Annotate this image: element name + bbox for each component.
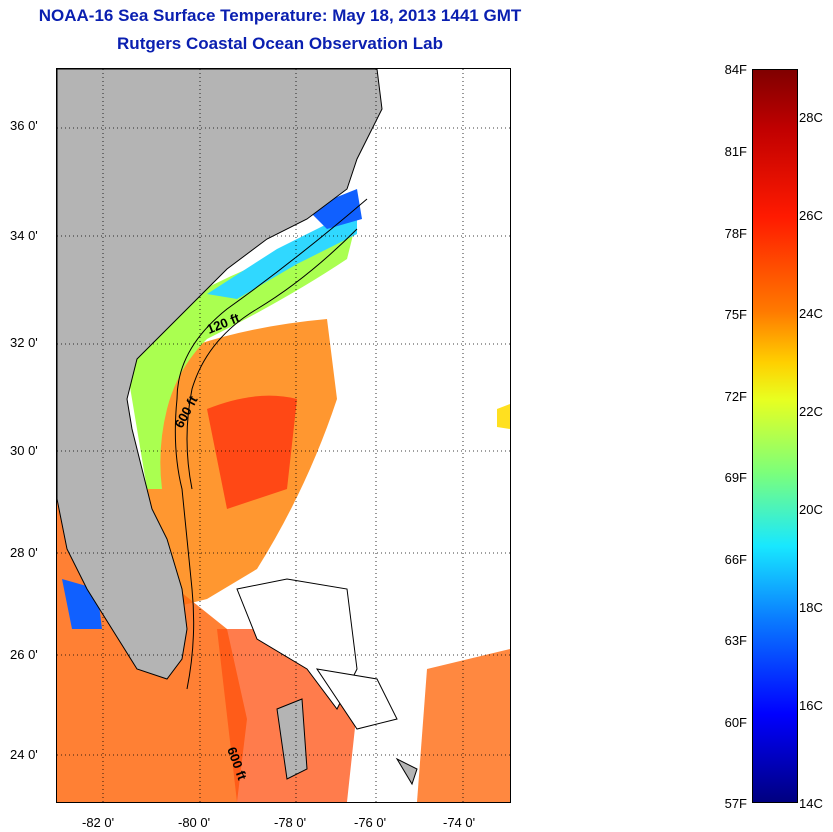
- colorbar-c-label: 14C: [799, 796, 823, 811]
- colorbar-c-label: 16C: [799, 698, 823, 713]
- y-tick-label: 36 0': [10, 118, 38, 133]
- land-mass: [57, 69, 383, 680]
- colorbar-f-label: 81F: [724, 144, 747, 159]
- y-tick-label: 24 0': [10, 747, 38, 762]
- x-tick-label: -74 0': [443, 815, 476, 830]
- colorbar-c-label: 22C: [799, 404, 823, 419]
- colorbar-f-label: 75F: [724, 307, 747, 322]
- depth-contours: [174, 198, 368, 690]
- y-tick-label: 28 0': [10, 545, 38, 560]
- map-subtitle: Rutgers Coastal Ocean Observation Lab: [117, 34, 443, 53]
- temperature-colorbar: [752, 69, 798, 803]
- colorbar-f-label: 63F: [724, 633, 747, 648]
- colorbar-f-label: 72F: [724, 389, 747, 404]
- colorbar-c-label: 24C: [799, 306, 823, 321]
- colorbar-f-label: 84F: [724, 62, 747, 77]
- y-tick-label: 30 0': [10, 443, 38, 458]
- y-tick-label: 32 0': [10, 335, 38, 350]
- sst-map: 120 ft 600 ft 600 ft: [56, 68, 511, 803]
- colorbar-f-label: 78F: [724, 226, 747, 241]
- bahamas-islands: [236, 578, 418, 786]
- colorbar-f-label: 57F: [724, 796, 747, 811]
- x-tick-label: -78 0': [274, 815, 307, 830]
- y-tick-label: 34 0': [10, 228, 38, 243]
- x-tick-label: -76 0': [354, 815, 387, 830]
- colorbar-c-label: 20C: [799, 502, 823, 517]
- colorbar-f-label: 66F: [724, 552, 747, 567]
- sst-map-canvas: 120 ft 600 ft 600 ft: [57, 69, 510, 802]
- colorbar-f-label: 60F: [724, 715, 747, 730]
- x-tick-label: -82 0': [82, 815, 115, 830]
- colorbar-c-label: 18C: [799, 600, 823, 615]
- colorbar-c-label: 26C: [799, 208, 823, 223]
- colorbar-f-label: 69F: [724, 470, 747, 485]
- colorbar-c-label: 28C: [799, 110, 823, 125]
- x-tick-label: -80 0': [178, 815, 211, 830]
- map-title: NOAA-16 Sea Surface Temperature: May 18,…: [38, 6, 522, 25]
- y-tick-label: 26 0': [10, 647, 38, 662]
